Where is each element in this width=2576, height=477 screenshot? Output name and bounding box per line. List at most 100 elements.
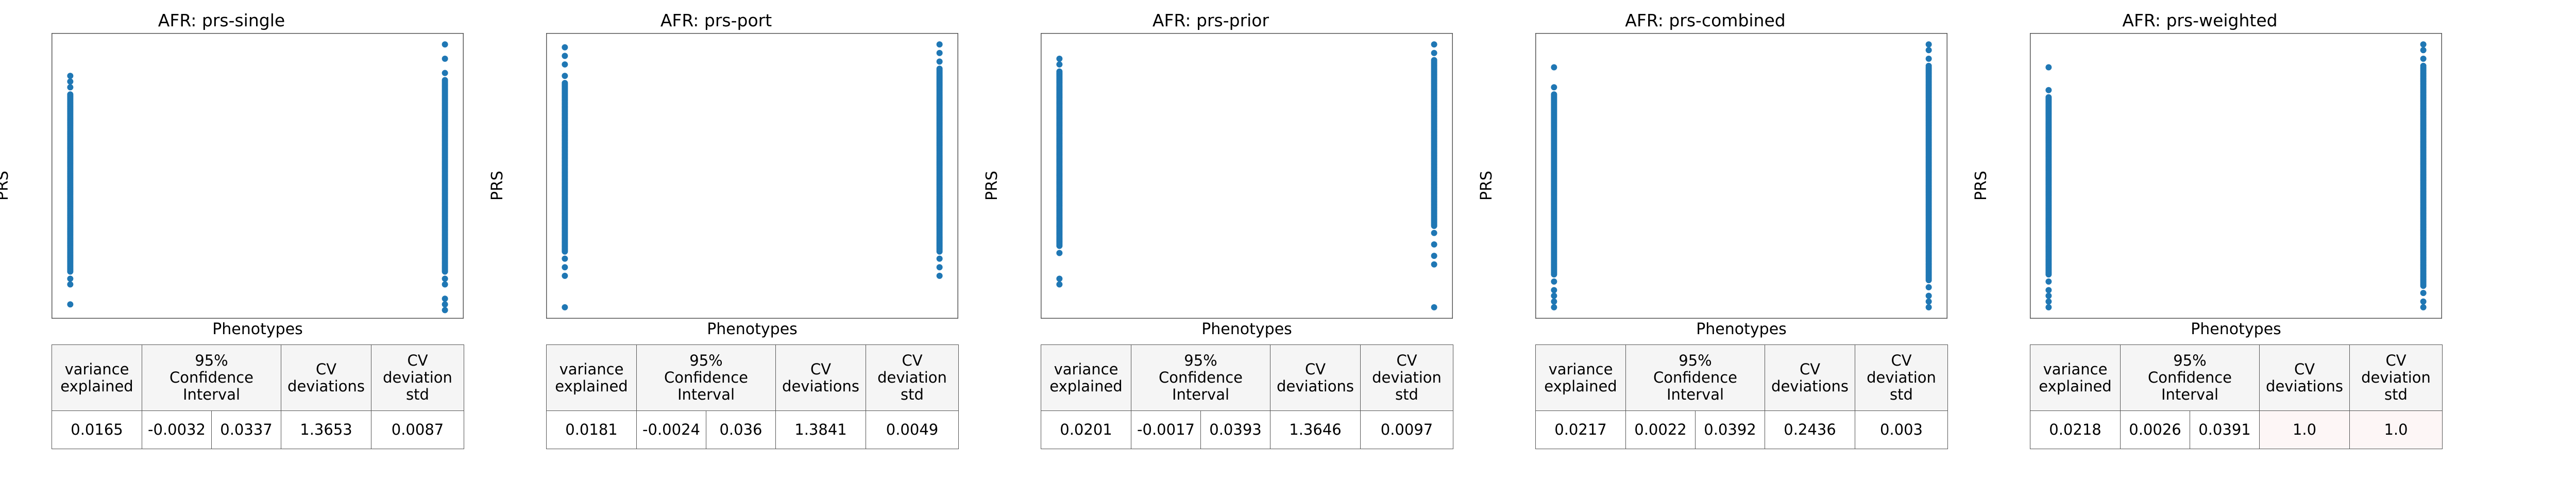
- data-point: [936, 272, 943, 279]
- header-text-line: Interval: [2161, 386, 2219, 403]
- data-point: [562, 272, 568, 279]
- x-axis-label: Phenotypes: [2191, 320, 2281, 338]
- data-point: [2420, 62, 2427, 69]
- ci-high-cell: 0.0392: [1695, 410, 1765, 449]
- data-point: [1431, 229, 1437, 236]
- header-text-line: Confidence: [2147, 369, 2232, 386]
- variance-header: variance explained: [1535, 344, 1626, 411]
- cv-deviation-std-header: CV deviation std: [1855, 344, 1948, 411]
- header-text-line: std: [1395, 386, 1418, 403]
- cv-deviations-header: CV deviations: [1270, 344, 1361, 411]
- header-text-line: explained: [2039, 377, 2112, 395]
- header-text-line: deviations: [782, 377, 859, 395]
- data-point: [1431, 50, 1437, 56]
- data-point: [1056, 55, 1063, 62]
- data-point: [67, 301, 74, 308]
- header-text-line: Confidence: [169, 369, 254, 386]
- data-point: [936, 58, 943, 65]
- ci-high-cell: 0.0391: [2190, 410, 2260, 449]
- data-point: [562, 255, 568, 262]
- plot-frame: [546, 33, 958, 319]
- cv-deviation-std-header: CV deviation std: [2349, 344, 2443, 411]
- header-text-line: explained: [60, 377, 133, 395]
- table-header-row: variance explained 95% Confidence Interval CV…: [2030, 344, 2443, 411]
- data-point: [1551, 84, 1557, 91]
- cv-deviations-header: CV deviations: [775, 344, 866, 411]
- scatter-plot: [52, 33, 464, 319]
- data-point: [1551, 278, 1557, 285]
- data-point: [2045, 94, 2052, 101]
- confidence-interval-header: 95% Confidence Interval: [2120, 344, 2260, 411]
- stats-table: variance explained 95% Confidence Interval CV…: [1041, 344, 1453, 449]
- table-value-row: 0.0201 -0.0017 0.0393 1.3646 0.0097: [1041, 410, 1453, 449]
- chart-title: AFR: prs-weighted: [2122, 10, 2278, 30]
- table-value-row: 0.0218 0.0026 0.0391 1.0 1.0: [2030, 410, 2443, 449]
- data-point: [1925, 55, 1932, 62]
- header-text-line: deviation: [1867, 369, 1936, 386]
- plot-area: [2030, 33, 2442, 319]
- confidence-interval-header: 95% Confidence Interval: [1131, 344, 1270, 411]
- table-header-row: variance explained 95% Confidence Interval CV…: [52, 344, 464, 411]
- data-point: [442, 77, 448, 84]
- cv-deviations-header: CV deviations: [281, 344, 371, 411]
- table-value-row: 0.0217 0.0022 0.0392 0.2436 0.003: [1535, 410, 1948, 449]
- data-point: [1431, 304, 1437, 310]
- header-text-line: Interval: [182, 386, 241, 403]
- data-point: [67, 73, 74, 79]
- table-header-row: variance explained 95% Confidence Interval CV…: [546, 344, 959, 411]
- header-text-line: explained: [1544, 377, 1617, 395]
- table-value-row: 0.0165 -0.0032 0.0337 1.3653 0.0087: [52, 410, 464, 449]
- ci-low-cell: 0.0026: [2120, 410, 2190, 449]
- header-text-line: 95%: [1184, 352, 1217, 369]
- cv-deviations-cell: 1.3841: [775, 410, 866, 449]
- x-axis-label: Phenotypes: [1696, 320, 1787, 338]
- data-point: [1925, 47, 1932, 54]
- header-text-line: 95%: [2173, 352, 2207, 369]
- x-axis-label: Phenotypes: [212, 320, 303, 338]
- stats-table: variance explained 95% Confidence Interval CV…: [1535, 344, 1948, 449]
- cv-deviations-header: CV deviations: [1765, 344, 1855, 411]
- confidence-interval-header: 95% Confidence Interval: [636, 344, 776, 411]
- data-point: [442, 55, 448, 62]
- ci-low-cell: -0.0024: [636, 410, 706, 449]
- chart-title: AFR: prs-combined: [1625, 10, 1786, 30]
- variance-header: variance explained: [2030, 344, 2121, 411]
- data-point: [1551, 292, 1557, 299]
- scatter-plot: [546, 33, 958, 319]
- cv-deviations-header: CV deviations: [2259, 344, 2350, 411]
- x-axis-label: Phenotypes: [1201, 320, 1292, 338]
- data-point: [67, 281, 74, 288]
- chart-panel: AFR: prs-weighted PRS Phenotypes variance ex…: [1972, 0, 2443, 477]
- data-point: [1056, 61, 1063, 68]
- data-point: [442, 307, 448, 314]
- plot-area: [1535, 33, 1947, 319]
- cv-deviation-std-cell: 1.0: [2349, 410, 2443, 449]
- plot-area: [546, 33, 958, 319]
- header-text-line: deviations: [1277, 377, 1354, 395]
- data-point: [1431, 261, 1437, 268]
- data-point: [442, 41, 448, 48]
- data-point: [1551, 91, 1557, 98]
- data-point: [442, 301, 448, 308]
- phenotype-group-points: [1925, 41, 1932, 310]
- data-point: [2420, 290, 2427, 297]
- plot-area: [1041, 33, 1453, 319]
- scatter-plot: [2030, 33, 2442, 319]
- header-text-line: Confidence: [1653, 369, 1738, 386]
- header-text-line: CV: [2294, 360, 2315, 378]
- scatter-plot: [1041, 33, 1453, 319]
- table-header-row: variance explained 95% Confidence Interval CV…: [1041, 344, 1453, 411]
- phenotype-group-points: [1056, 55, 1063, 288]
- header-text-line: 95%: [1679, 352, 1712, 369]
- ci-high-cell: 0.036: [706, 410, 776, 449]
- data-point: [2045, 64, 2052, 71]
- data-point: [1431, 241, 1437, 248]
- cv-deviations-cell: 1.3653: [281, 410, 371, 449]
- plot-frame: [1535, 33, 1947, 319]
- header-text-line: CV: [1891, 352, 1912, 369]
- cv-deviation-std-cell: 0.0087: [371, 410, 464, 449]
- header-text-line: std: [1890, 386, 1913, 403]
- header-text-line: deviation: [877, 369, 947, 386]
- data-point: [1431, 253, 1437, 259]
- data-point: [936, 50, 943, 56]
